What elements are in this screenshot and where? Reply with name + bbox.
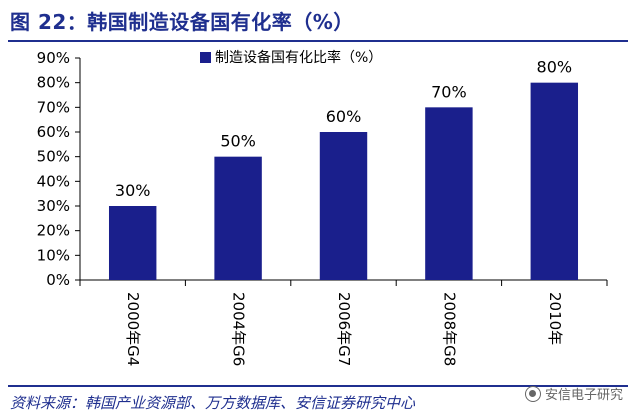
data-label: 60%: [326, 107, 362, 126]
y-tick-label: 20%: [37, 222, 70, 240]
figure-title: 图 22：韩国制造设备国有化率（%）: [10, 10, 354, 34]
legend: 制造设备国有化比率（%）: [200, 49, 382, 66]
y-tick-label: 90%: [37, 49, 70, 67]
data-label: 30%: [115, 181, 151, 200]
x-tick-label: 2006年G7: [335, 292, 353, 366]
source-rule: [8, 385, 628, 387]
bar: [319, 132, 368, 280]
data-label: 70%: [431, 82, 467, 101]
data-label: 80%: [537, 58, 573, 77]
x-tick-label: 2000年G4: [124, 292, 142, 366]
x-tick-label: 2004年G6: [230, 292, 248, 366]
x-axis: 2000年G4 2004年G6 2006年G7 2008年G8 2010年: [79, 279, 608, 366]
bar: [108, 206, 157, 280]
y-tick-label: 70%: [37, 98, 70, 116]
bar: [530, 82, 579, 280]
watermark-text: 安信电子研究: [544, 388, 623, 403]
y-tick-label: 60%: [37, 123, 70, 141]
bar-chart: 0%10%20%30%40%50%60%70%80%90% 2000年G4 200…: [37, 49, 608, 366]
y-tick-label: 10%: [37, 246, 70, 264]
legend-label: 制造设备国有化比率（%）: [215, 49, 382, 66]
bar: [425, 107, 473, 280]
legend-swatch: [200, 52, 211, 63]
y-tick-label: 50%: [37, 148, 70, 166]
y-tick-label: 30%: [37, 197, 70, 215]
source-note: 资料来源：韩国产业资源部、万方数据库、安信证券研究中心: [10, 394, 416, 412]
bar: [214, 156, 262, 280]
bars: [108, 82, 579, 280]
y-tick-label: 80%: [37, 74, 70, 92]
wechat-icon: [524, 385, 541, 402]
y-tick-label: 0%: [46, 271, 70, 289]
data-label: 50%: [220, 132, 256, 151]
x-tick-label: 2010年: [546, 292, 564, 345]
title-rule: [8, 40, 628, 42]
data-labels: 30% 50% 60% 70% 80%: [115, 58, 572, 200]
y-tick-label: 40%: [37, 172, 70, 190]
watermark: 安信电子研究: [524, 384, 623, 403]
x-tick-label: 2008年G8: [440, 292, 458, 366]
y-axis: 0% 10% 20% 30% 40% 50% 60% 70% 80% 90%: [37, 49, 81, 289]
